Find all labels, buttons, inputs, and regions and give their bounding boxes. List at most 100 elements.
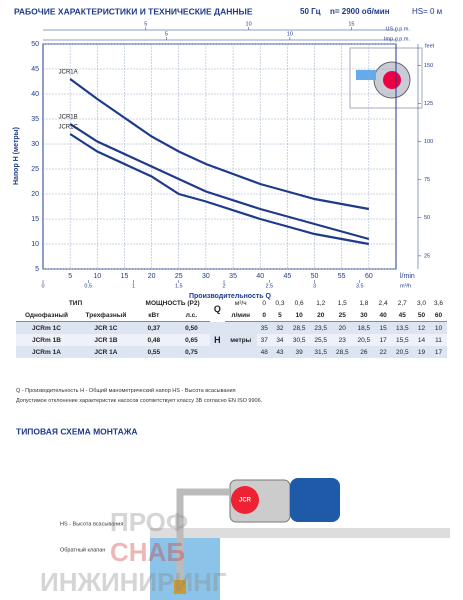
cell: 12 [413,321,430,334]
cell: JCR 1C [76,321,135,334]
y-tick-label: 20 [31,191,39,198]
x2-unit: m³/h [400,283,411,289]
cell: 17 [374,334,392,346]
top-tick-label: 5 [165,31,168,37]
cell: 15,5 [391,334,414,346]
cell: 22 [374,346,392,358]
pump-logo [231,486,259,514]
y2-tick-label: 50 [424,215,430,221]
curve [69,78,370,211]
cell: 0 [262,299,267,307]
cell: 25 [331,309,354,322]
cell: 25,5 [309,334,332,346]
cell: 45 [391,309,414,322]
cell: Однофазный [16,309,77,322]
cell: JCR 1A [76,346,135,358]
x2-tick-label: 3 [313,283,316,289]
cell: 39 [288,346,310,358]
cell: 17 [429,346,447,358]
cell: 1,5 [337,299,347,307]
y-label: Напор H (метры) [13,127,20,185]
top-unit-1: US g.p.m. [386,26,411,32]
pump-inset [349,47,423,109]
x2-tick-label: 2.5 [265,283,273,289]
cell: 3,0 [417,299,427,307]
cell: H [210,321,225,358]
cell: 1,2 [316,299,326,307]
x-tick-label: 20 [148,273,156,280]
x-tick-label: 60 [365,273,373,280]
top-tick-label: 10 [287,31,293,37]
cell: Трехфазный [76,309,135,322]
cell: 20 [331,321,354,334]
cell: 13,5 [391,321,414,334]
cell: 2,4 [378,299,388,307]
y-tick-label: 30 [31,141,39,148]
x-tick-label: 35 [229,273,237,280]
hs-label: HS - Высота всасывания [60,521,123,527]
cell: 23,5 [309,321,332,334]
note: Q - Производительность H - Общий маномет… [16,388,236,394]
cell: 0,3 [275,299,285,307]
y2-tick-label: 150 [424,63,433,69]
x-tick-label: 15 [121,273,129,280]
row: JCRm 1A JCR 1A 0,55 0,75 48 43 39 31,5 28,5 26 22 2… [16,346,447,358]
notes: Q - Производительность H - Общий маномет… [16,386,262,406]
watermark-text: ИНЖИНИРИНГ [40,567,227,597]
hs: HS= 0 м [412,7,442,16]
cell: 10 [288,309,310,322]
pipe [176,488,230,590]
series-label: JCR1B [59,115,78,121]
cell: 3,6 [433,299,443,307]
cell: JCR 1B [76,334,135,346]
top-tick-label: 5 [144,21,147,27]
x2-tick-label: 0.5 [84,283,92,289]
cell: 19 [413,346,430,358]
cell: 1,8 [359,299,369,307]
top-tick-label: 15 [348,21,354,27]
watermark-text: СНАБ [110,537,185,567]
cell: 5 [271,309,289,322]
cell: 18,5 [353,321,375,334]
ground [150,528,450,538]
cell: 60 [429,309,447,322]
cell: 20,5 [391,346,414,358]
installation-diagram: ТИПОВАЯ СХЕМА МОНТАЖА JCR HS - Высота вс… [16,426,450,600]
y-tick-label: 50 [31,41,39,48]
cell: JCRm 1C [16,321,77,334]
cell: 35 [256,321,272,334]
chart: РАБОЧИЕ ХАРАКТЕРИСТИКИ И ТЕХНИЧЕСКИЕ ДАН… [13,6,442,300]
series-label: JCR1C [58,125,78,131]
cell: 0,6 [294,299,304,307]
x-tick-label: 40 [256,273,264,280]
x-tick-label: 30 [202,273,210,280]
section-title: ТИПОВАЯ СХЕМА МОНТАЖА [16,426,138,436]
y-tick-label: 45 [31,66,39,73]
plot-frame [42,43,397,270]
cell: 10 [429,321,447,334]
cell: л/мин [224,309,257,322]
cell: л.с. [172,309,211,322]
y2-tick-label: 100 [424,139,433,145]
cell: 34 [271,334,289,346]
cell: 0,65 [172,334,211,346]
cell: 48 [256,346,272,358]
row: Однофазный Трехфазный кВт л.с. л/мин 0 5 10 20 25… [16,309,447,322]
cell: м³/ч [234,299,247,307]
cell: 30,5 [288,334,310,346]
x-unit: l/min [400,273,415,280]
curve [69,133,370,246]
x2-tick-label: 1.5 [175,283,183,289]
cell: 14 [413,334,430,346]
y-tick-label: 25 [31,166,39,173]
x-tick-label: 5 [68,273,72,280]
y2-tick-label: 75 [424,177,430,183]
y-tick-label: 35 [31,116,39,123]
top-unit-2: Imp g.p.m. [384,36,410,42]
cell: 11 [429,334,447,346]
row: JCRm 1B JCR 1B 0,48 0,65 37 34 30,5 25,5 23 20,5 1… [16,334,447,346]
curve [69,123,370,241]
watermark-text: ПРОФ [110,507,188,537]
